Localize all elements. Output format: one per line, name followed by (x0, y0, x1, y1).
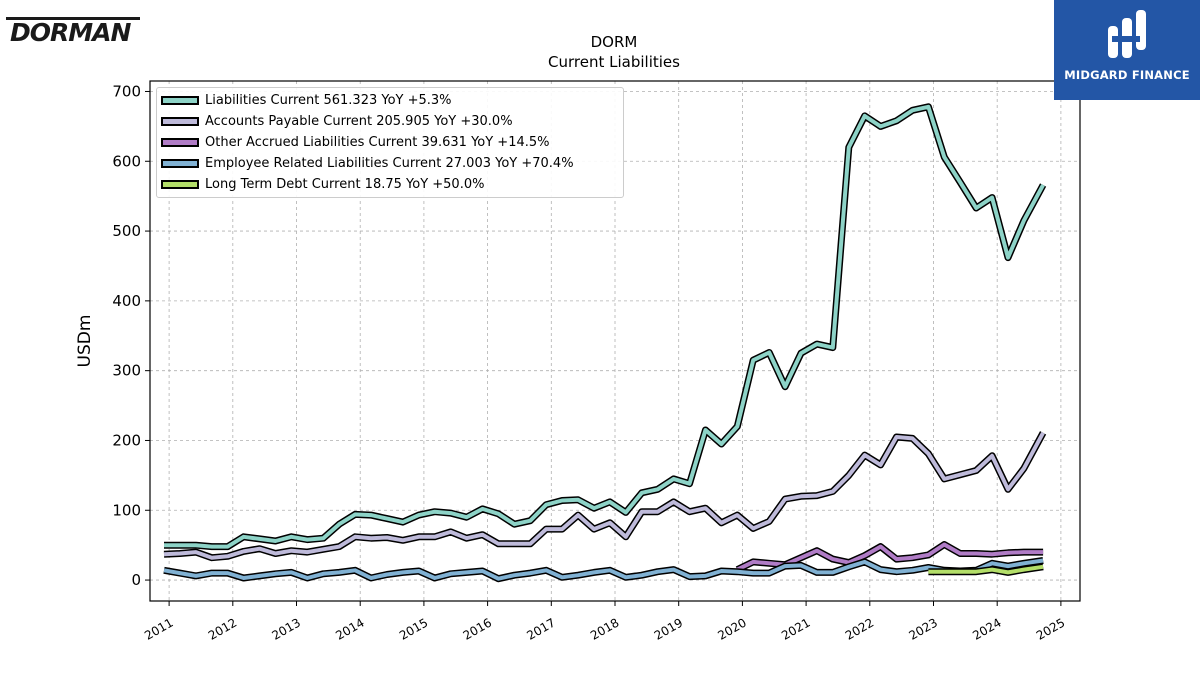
midgard-finance-text: MIDGARD FINANCE (1064, 68, 1190, 82)
chart-legend: Liabilities Current 561.323 YoY +5.3% Ac… (156, 87, 624, 198)
legend-swatch (161, 179, 199, 189)
legend-item: Accounts Payable Current 205.905 YoY +30… (161, 111, 513, 131)
legend-label: Accounts Payable Current 205.905 YoY +30… (205, 113, 513, 129)
dorman-logo: DORMAN (6, 14, 140, 47)
x-tick-label: 2025 (1034, 615, 1067, 642)
legend-item: Employee Related Liabilities Current 27.… (161, 153, 574, 173)
midgard-finance-logo: MIDGARD FINANCE (1054, 0, 1200, 100)
y-tick-label: 600 (112, 152, 141, 170)
legend-swatch (161, 116, 199, 126)
y-tick-label: 400 (112, 292, 141, 310)
x-tick-label: 2012 (206, 615, 239, 642)
legend-label: Employee Related Liabilities Current 27.… (205, 155, 574, 171)
x-tick-label: 2014 (333, 615, 366, 642)
x-tick-label: 2018 (588, 615, 621, 642)
chart-subtitle: Current Liabilities (548, 53, 680, 71)
y-tick-label: 100 (112, 501, 141, 519)
x-tick-label: 2024 (970, 615, 1003, 642)
x-tick-label: 2020 (715, 615, 748, 642)
y-tick-label: 500 (112, 222, 141, 240)
legend-swatch (161, 158, 199, 168)
legend-label: Long Term Debt Current 18.75 YoY +50.0% (205, 176, 485, 192)
x-tick-label: 2021 (779, 615, 812, 642)
x-tick-label: 2013 (270, 615, 303, 642)
legend-label: Other Accrued Liabilities Current 39.631… (205, 134, 550, 150)
series-line (928, 564, 1044, 575)
y-tick-label: 0 (131, 571, 141, 589)
x-tick-label: 2015 (397, 615, 430, 642)
midgard-emblem-icon (1108, 10, 1146, 58)
legend-item: Long Term Debt Current 18.75 YoY +50.0% (161, 174, 484, 194)
x-tick-label: 2016 (461, 615, 494, 642)
series-line (163, 558, 1044, 581)
legend-item: Liabilities Current 561.323 YoY +5.3% (161, 90, 452, 110)
x-tick-label: 2017 (524, 615, 557, 642)
x-tick-label: 2022 (843, 615, 876, 642)
dorman-logo-text: DORMAN (10, 18, 131, 44)
series-line (164, 104, 1045, 549)
y-tick-label: 300 (112, 362, 141, 380)
x-tick-label: 2011 (142, 615, 175, 642)
legend-swatch (161, 137, 199, 147)
x-tick-label: 2023 (907, 615, 940, 642)
legend-item: Other Accrued Liabilities Current 39.631… (161, 132, 550, 152)
y-tick-label: 700 (112, 82, 141, 100)
x-tick-label: 2019 (652, 615, 685, 642)
series-line (163, 431, 1045, 560)
y-tick-label: 200 (112, 431, 141, 449)
legend-label: Liabilities Current 561.323 YoY +5.3% (205, 92, 452, 108)
y-axis-label: USDm (75, 315, 95, 368)
legend-swatch (161, 95, 199, 105)
chart-ticker: DORM (590, 33, 638, 51)
